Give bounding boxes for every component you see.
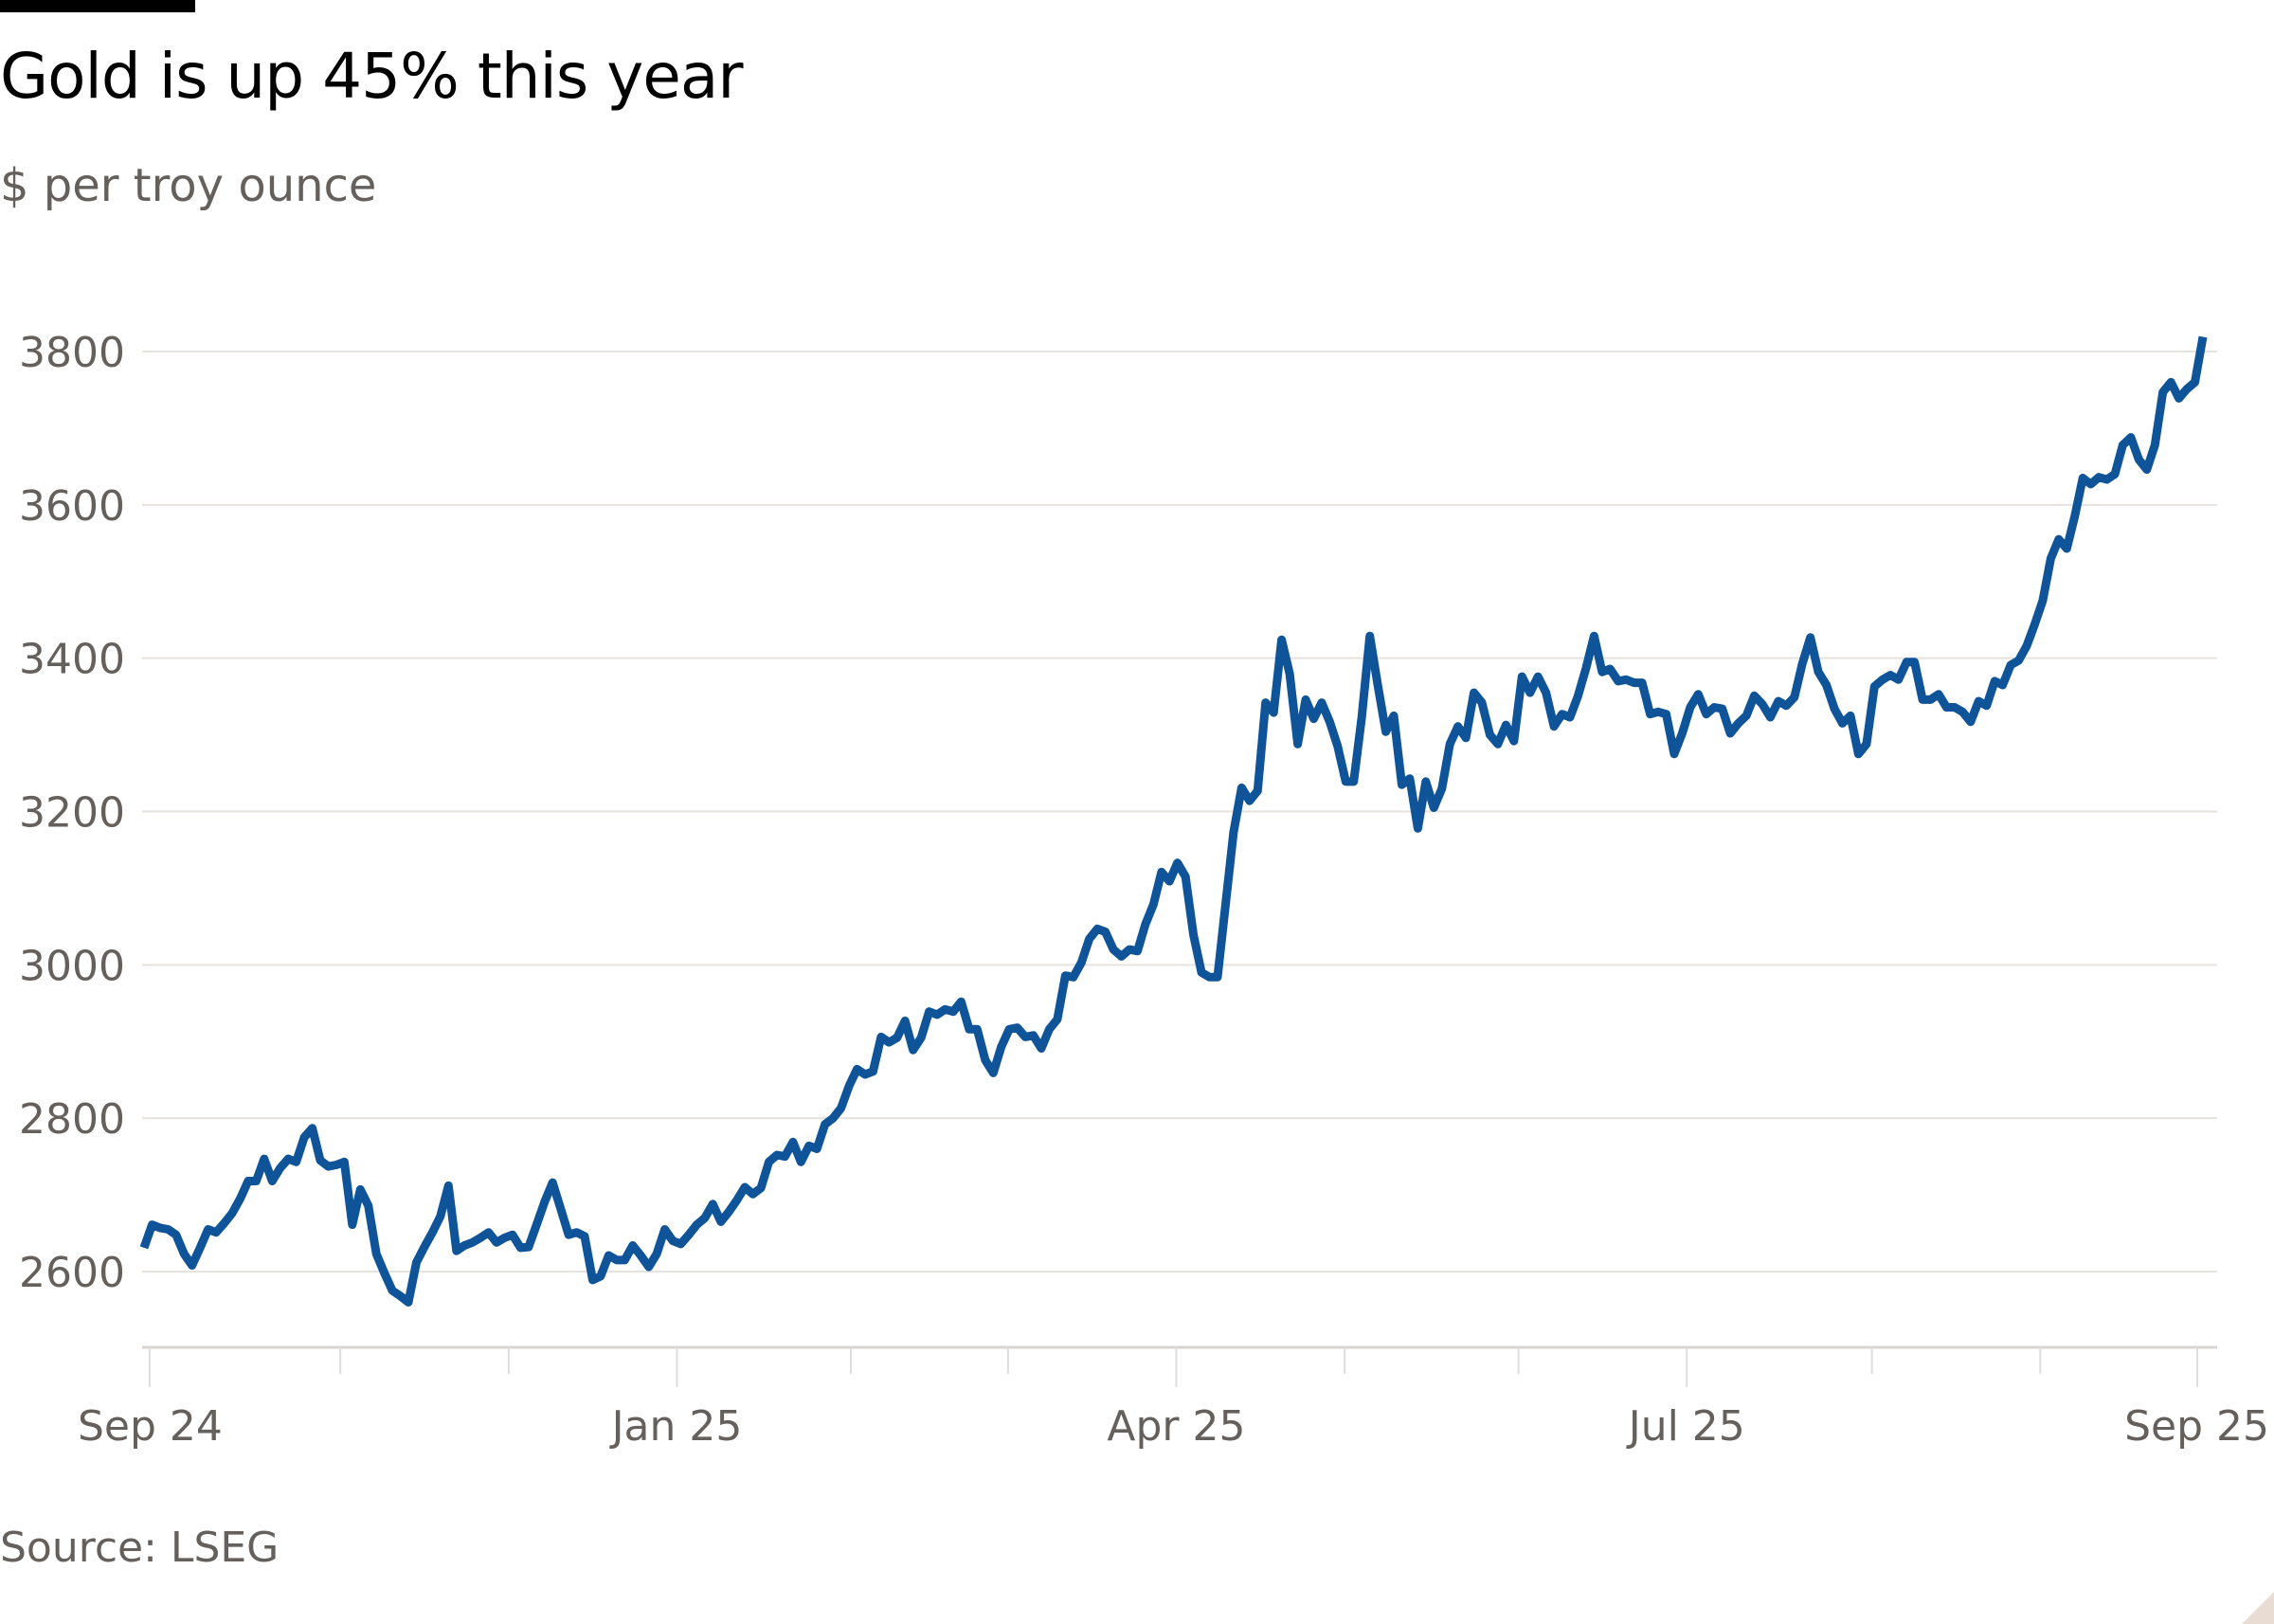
y-tick-label: 3800 bbox=[19, 329, 125, 377]
y-axis: 2600 2800 3000 3200 3400 3600 3800 bbox=[19, 329, 125, 1297]
x-tick-label: Sep 25 bbox=[2124, 1402, 2269, 1451]
y-tick-label: 2600 bbox=[19, 1249, 125, 1297]
x-tick-label: Jan 25 bbox=[609, 1402, 743, 1451]
corner-decoration bbox=[2242, 1592, 2274, 1624]
chart-subtitle: $ per troy ounce bbox=[0, 159, 377, 212]
y-tick-label: 3400 bbox=[19, 636, 125, 684]
y-tick-label: 3200 bbox=[19, 789, 125, 838]
x-tick-label: Sep 24 bbox=[78, 1402, 223, 1451]
series-layer bbox=[139, 335, 2208, 1307]
x-tick-label: Jul 25 bbox=[1626, 1402, 1745, 1451]
source-note: Source: LSEG bbox=[0, 1524, 280, 1572]
chart-title: Gold is up 45% this year bbox=[0, 40, 743, 113]
series-line-gold-price bbox=[139, 335, 2208, 1307]
y-tick-label: 3600 bbox=[19, 482, 125, 531]
x-axis: Sep 24 Jan 25 Apr 25 Jul 25 Sep 25 bbox=[78, 1345, 2269, 1451]
x-tick-label: Apr 25 bbox=[1107, 1402, 1245, 1451]
y-tick-label: 2800 bbox=[19, 1095, 125, 1144]
y-tick-label: 3000 bbox=[19, 942, 125, 990]
brand-bar bbox=[0, 0, 195, 12]
gridlines bbox=[142, 351, 2217, 1272]
